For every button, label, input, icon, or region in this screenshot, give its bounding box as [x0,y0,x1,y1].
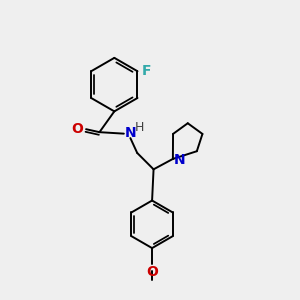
Text: F: F [141,64,151,78]
Text: O: O [146,265,158,279]
Text: N: N [173,152,185,167]
Text: N: N [124,126,136,140]
Text: H: H [135,121,145,134]
Text: O: O [71,122,83,136]
